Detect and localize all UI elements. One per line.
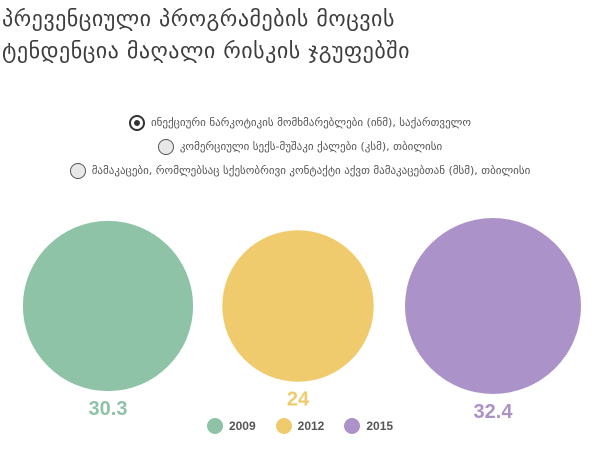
group-option-msm[interactable]: მამაკაცები, რომლებსაც სქესობრივი კონტაქტ…: [0, 160, 600, 181]
group-option-label: ინექციური ნარკოტიკის მომხმარებლები (ინმ)…: [150, 116, 472, 129]
chart-legend: 2009 2012 2015: [0, 418, 600, 434]
bubble-2012[interactable]: [222, 230, 374, 382]
chart-title-line-1: პრევენციული პროგრამების მოცვის: [2, 7, 395, 32]
legend-label: 2009: [228, 419, 256, 433]
group-option-inm[interactable]: ინექციური ნარკოტიკის მომხმარებლები (ინმ)…: [0, 112, 600, 133]
legend-item-2015[interactable]: 2015: [344, 418, 393, 434]
radio-button-icon[interactable]: [128, 114, 145, 131]
legend-swatch-icon: [275, 418, 292, 434]
chart-title-line-2: ტენდენცია მაღალი რისკის ჯგუფებში: [2, 39, 411, 64]
bubble-chart: 30.3 24 32.4: [22, 218, 581, 418]
value-label-2015: 32.4: [474, 401, 514, 418]
legend-label: 2015: [366, 419, 394, 433]
value-label-2012: 24: [287, 389, 310, 411]
legend-item-2009[interactable]: 2009: [206, 418, 256, 434]
group-option-ksm[interactable]: კომერციული სექს-მუშაკი ქალები (კსმ), თბი…: [0, 136, 600, 157]
radio-button-icon[interactable]: [69, 162, 86, 179]
group-selector: ინექციური ნარკოტიკის მომხმარებლები (ინმ)…: [0, 112, 600, 184]
bubble-2015[interactable]: [405, 218, 581, 394]
group-option-label: მამაკაცები, რომლებსაც სქესობრივი კონტაქტ…: [91, 164, 531, 177]
legend-item-2012[interactable]: 2012: [275, 418, 325, 434]
chart-title: პრევენციული პროგრამების მოცვის ტენდენცია…: [2, 4, 598, 68]
legend-swatch-icon: [344, 418, 361, 434]
bubble-2009[interactable]: [22, 220, 194, 392]
legend-label: 2012: [297, 419, 325, 433]
group-option-label: კომერციული სექს-მუშაკი ქალები (კსმ), თბი…: [179, 140, 443, 153]
value-label-2009: 30.3: [89, 398, 128, 418]
radio-button-icon[interactable]: [157, 138, 174, 155]
legend-swatch-icon: [206, 418, 223, 434]
